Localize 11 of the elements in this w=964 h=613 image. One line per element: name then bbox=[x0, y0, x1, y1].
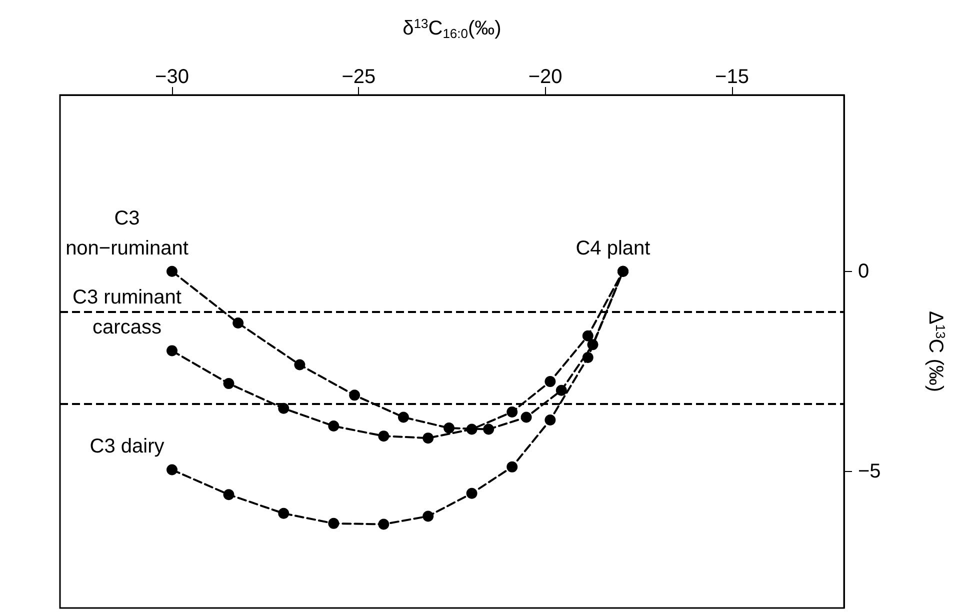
x-tick-label: −20 bbox=[528, 66, 562, 88]
y-tick-label: 0 bbox=[858, 260, 870, 282]
x-tick-label: −15 bbox=[715, 66, 749, 88]
series-label: C3 dairy bbox=[90, 436, 164, 458]
series-label: C3 non−ruminant bbox=[66, 207, 189, 260]
y-tick-label: −5 bbox=[858, 460, 881, 483]
y-axis-title: Δ13C (‰) bbox=[924, 310, 948, 392]
x-tick-label: −25 bbox=[342, 66, 376, 88]
x-tick-label: −30 bbox=[155, 66, 189, 88]
annotation: C4 plant bbox=[576, 237, 651, 260]
series-label: C3 ruminant carcass bbox=[72, 286, 182, 339]
